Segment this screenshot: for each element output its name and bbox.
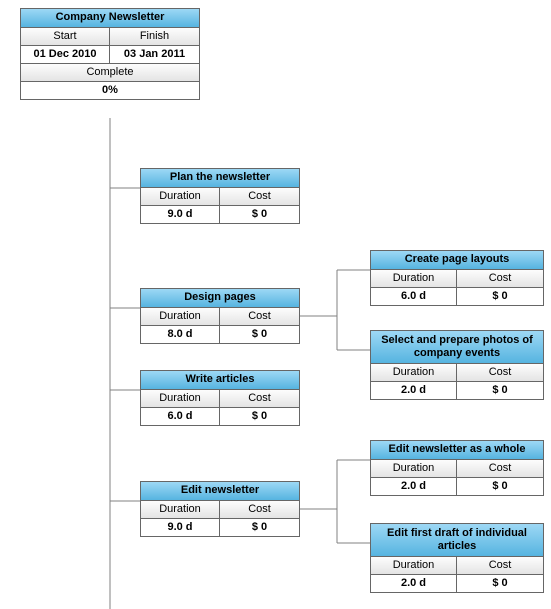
- duration-label: Duration: [140, 501, 220, 519]
- task-node-layouts: Create page layoutsDurationCost6.0 d$ 0: [370, 250, 544, 306]
- cost-label: Cost: [220, 501, 300, 519]
- task-node-write: Write articlesDurationCost6.0 d$ 0: [140, 370, 300, 426]
- duration-label: Duration: [370, 364, 457, 382]
- task-node-photos: Select and prepare photos of company eve…: [370, 330, 544, 400]
- root-node: Company Newsletter Start Finish 01 Dec 2…: [20, 8, 200, 100]
- duration-label: Duration: [370, 460, 457, 478]
- cost-value: $ 0: [220, 519, 300, 537]
- root-complete-label: Complete: [20, 64, 200, 82]
- cost-label: Cost: [457, 270, 544, 288]
- duration-value: 2.0 d: [370, 382, 457, 400]
- duration-value: 9.0 d: [140, 519, 220, 537]
- cost-label: Cost: [220, 308, 300, 326]
- duration-value: 8.0 d: [140, 326, 220, 344]
- root-start-value: 01 Dec 2010: [20, 46, 110, 64]
- duration-value: 6.0 d: [370, 288, 457, 306]
- task-title: Select and prepare photos of company eve…: [370, 330, 544, 364]
- task-title: Edit newsletter as a whole: [370, 440, 544, 460]
- cost-label: Cost: [220, 188, 300, 206]
- cost-value: $ 0: [220, 408, 300, 426]
- task-title: Edit newsletter: [140, 481, 300, 501]
- task-node-plan: Plan the newsletterDurationCost9.0 d$ 0: [140, 168, 300, 224]
- task-node-edit: Edit newsletterDurationCost9.0 d$ 0: [140, 481, 300, 537]
- cost-label: Cost: [457, 364, 544, 382]
- task-title: Create page layouts: [370, 250, 544, 270]
- task-node-editwhole: Edit newsletter as a wholeDurationCost2.…: [370, 440, 544, 496]
- root-complete-value: 0%: [20, 82, 200, 100]
- cost-value: $ 0: [457, 288, 544, 306]
- duration-value: 2.0 d: [370, 478, 457, 496]
- root-finish-label: Finish: [110, 28, 200, 46]
- duration-label: Duration: [140, 188, 220, 206]
- root-title: Company Newsletter: [20, 8, 200, 28]
- cost-value: $ 0: [457, 575, 544, 593]
- duration-value: 2.0 d: [370, 575, 457, 593]
- task-title: Design pages: [140, 288, 300, 308]
- root-start-label: Start: [20, 28, 110, 46]
- cost-label: Cost: [220, 390, 300, 408]
- duration-label: Duration: [370, 270, 457, 288]
- root-finish-value: 03 Jan 2011: [110, 46, 200, 64]
- cost-value: $ 0: [457, 382, 544, 400]
- cost-value: $ 0: [457, 478, 544, 496]
- task-title: Edit first draft of individual articles: [370, 523, 544, 557]
- duration-value: 9.0 d: [140, 206, 220, 224]
- duration-value: 6.0 d: [140, 408, 220, 426]
- cost-value: $ 0: [220, 206, 300, 224]
- cost-label: Cost: [457, 460, 544, 478]
- task-node-editfirst: Edit first draft of individual articlesD…: [370, 523, 544, 593]
- cost-label: Cost: [457, 557, 544, 575]
- duration-label: Duration: [140, 390, 220, 408]
- cost-value: $ 0: [220, 326, 300, 344]
- task-title: Plan the newsletter: [140, 168, 300, 188]
- task-title: Write articles: [140, 370, 300, 390]
- task-node-design: Design pagesDurationCost8.0 d$ 0: [140, 288, 300, 344]
- duration-label: Duration: [140, 308, 220, 326]
- duration-label: Duration: [370, 557, 457, 575]
